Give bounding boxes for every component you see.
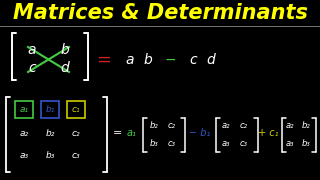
Text: b₂: b₂	[302, 120, 310, 129]
Text: c₃: c₃	[240, 138, 248, 147]
Text: b₃: b₃	[45, 152, 55, 161]
Text: c₂: c₂	[72, 129, 80, 138]
Text: b: b	[144, 53, 152, 67]
Text: a: a	[28, 43, 36, 57]
Text: a₃: a₃	[20, 152, 28, 161]
Text: =: =	[113, 128, 123, 138]
Text: c: c	[28, 61, 36, 75]
Text: b₂: b₂	[150, 120, 158, 129]
Text: d: d	[207, 53, 215, 67]
Text: c₁: c₁	[72, 105, 80, 114]
Text: a₁: a₁	[127, 128, 137, 138]
Text: b₃: b₃	[302, 138, 310, 147]
Text: c₃: c₃	[168, 138, 176, 147]
Text: c₂: c₂	[168, 120, 176, 129]
Text: a₂: a₂	[222, 120, 230, 129]
Text: =: =	[97, 51, 111, 69]
Text: a₂: a₂	[286, 120, 294, 129]
Text: b₂: b₂	[45, 129, 55, 138]
Text: b₁: b₁	[45, 105, 55, 114]
Text: a₁: a₁	[20, 105, 28, 114]
Text: b: b	[60, 43, 69, 57]
Text: b₃: b₃	[150, 138, 158, 147]
Text: + c₁: + c₁	[258, 128, 278, 138]
Text: a₂: a₂	[20, 129, 28, 138]
Text: a₃: a₃	[222, 138, 230, 147]
Text: c₃: c₃	[72, 152, 80, 161]
Text: Matrices & Determinants: Matrices & Determinants	[12, 3, 308, 23]
Text: a: a	[126, 53, 134, 67]
Text: −: −	[164, 53, 176, 67]
Text: c: c	[189, 53, 197, 67]
Text: a₃: a₃	[286, 138, 294, 147]
Text: c₂: c₂	[240, 120, 248, 129]
Text: d: d	[60, 61, 69, 75]
Text: − b₁: − b₁	[189, 128, 211, 138]
